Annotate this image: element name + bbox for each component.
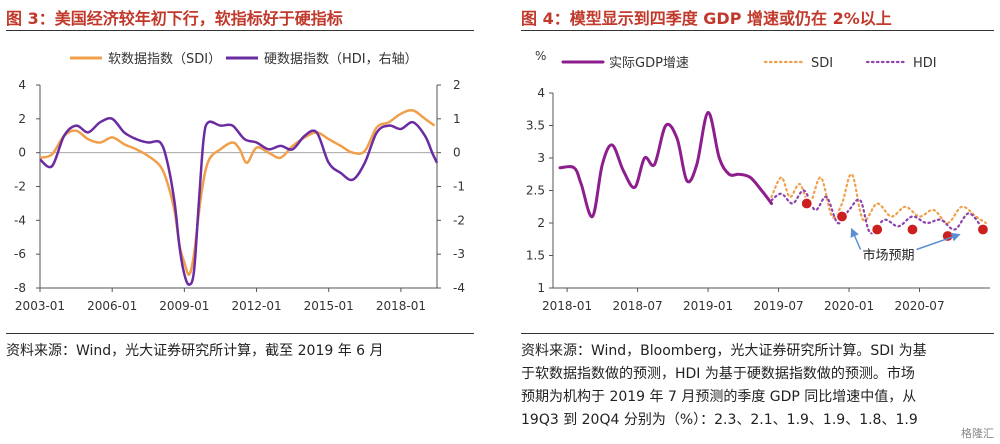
y-right-tick-label: -2 [453,213,465,227]
y-tick-label: 3 [537,151,545,165]
y-left-tick-label: -2 [14,180,26,194]
actual-gdp-line [558,110,773,219]
y-left-tick-label: -8 [14,281,26,295]
x-tick-label: 2018-01 [542,299,592,313]
x-tick-label: 2003-01 [15,299,65,313]
y-tick-label: 3.5 [526,119,545,133]
annotation-label: 市场预期 [862,248,914,264]
figure-4-bottom-rule [521,333,994,334]
y-tick-label: 1 [537,281,545,295]
figure-4-source-line: 预期为机构于 2019 年 7 月预测的季度 GDP 同比增速中值，从 [521,389,917,405]
annotation-arrow-right [916,232,961,251]
figure-4-label: 图 4： [521,9,570,28]
figure-3-title: 图 3：美国经济较年初下行，软指标好于硬指标 [6,5,343,29]
y-left-tick-label: -6 [14,247,26,261]
y-right-tick-label: 2 [453,78,461,92]
figure-4-source-line: 于软数据指数做的预测，HDI 为基于硬数据指数做的预测。市场 [521,366,915,382]
y-right-tick-label: 0 [453,146,461,160]
figure-4-top-rule [521,30,994,31]
y-tick-label: 1.5 [526,249,545,263]
legend-label: 实际GDP增速 [609,56,689,71]
figure-4-title-text: 模型显示到四季度 GDP 增速或仍在 2%以上 [569,9,892,28]
y-tick-label: 2 [537,216,545,230]
y-left-tick-label: -4 [14,213,26,227]
market-expectation-point [871,223,884,236]
figure-3-label: 图 3： [6,9,55,28]
sdi-line [39,108,436,276]
sdi-forecast-line [770,173,987,225]
legend-label: 硬数据指数（HDI，右轴） [264,52,418,67]
hdi-line [39,117,439,286]
y-right-tick-label: -4 [453,281,465,295]
figure-3-source: 资料来源：Wind，光大证券研究所计算，截至 2019 年 6 月 [6,343,384,359]
legend-label: HDI [913,56,937,71]
x-tick-label: 2009-01 [159,299,209,313]
x-tick-label: 2020-01 [824,299,874,313]
y-right-tick-label: -1 [453,180,465,194]
figure-4-title: 图 4：模型显示到四季度 GDP 增速或仍在 2%以上 [521,5,892,29]
hdi-forecast-line [770,189,985,235]
figure-4-source-line: 资料来源：Wind，Bloomberg，光大证券研究所计算。SDI 为基 [521,343,927,359]
y-right-tick-label: 1 [453,112,461,126]
market-expectation-point [800,197,813,210]
y-tick-label: 2.5 [526,184,545,198]
x-tick-label: 2015-01 [304,299,354,313]
legend-label: 软数据指数（SDI） [108,52,221,67]
figure-3-top-rule [6,30,474,31]
y-left-tick-label: 4 [18,78,26,92]
watermark: 格隆汇 [961,427,994,440]
figure-3-bottom-rule [6,333,474,334]
figure-4-panel: 图 4：模型显示到四季度 GDP 增速或仍在 2%以上 % 4 3.5 3 2.5 2 1.… [515,0,1000,444]
figure-3-panel: 图 3：美国经济较年初下行，软指标好于硬指标 4 2 0 -2 -4 -6 -8 2 1 0 -1 -… [0,0,480,444]
x-tick-label: 2006-01 [87,299,137,313]
figure-4-source: 资料来源：Wind，Bloomberg，光大证券研究所计算。SDI 为基 于软数… [521,340,927,432]
chart-gdp-forecast: % 4 3.5 3 2.5 2 1.5 1 2018-01 2018-07 2019-01 2019-… [526,49,990,313]
legend-label: SDI [811,56,833,71]
y-unit-label: % [535,49,546,63]
y-tick-label: 4 [537,86,545,100]
market-expectation-point [906,223,919,236]
x-tick-label: 2012-01 [231,299,281,313]
market-expectation-point [835,210,849,223]
y-left-tick-label: 0 [18,146,26,160]
y-right-tick-label: -3 [453,247,465,261]
x-tick-label: 2018-07 [613,299,663,313]
market-expectation-point [976,223,990,236]
figure-3-title-text: 美国经济较年初下行，软指标好于硬指标 [54,9,343,28]
y-left-tick-label: 2 [18,112,26,126]
figure-4-source-line: 19Q3 到 20Q4 分别为（%）：2.3、2.1、1.9、1.9、1.8、1… [521,412,918,428]
x-tick-label: 2019-01 [683,299,733,313]
x-tick-label: 2018-01 [376,299,426,313]
chart-soft-vs-hard-data: 4 2 0 -2 -4 -6 -8 2 1 0 -1 -2 -3 -4 2003-01 2006-01 2009… [14,52,465,313]
x-tick-label: 2020-07 [894,299,944,313]
annotation-arrow-left [850,227,862,250]
x-tick-label: 2019-07 [753,299,803,313]
